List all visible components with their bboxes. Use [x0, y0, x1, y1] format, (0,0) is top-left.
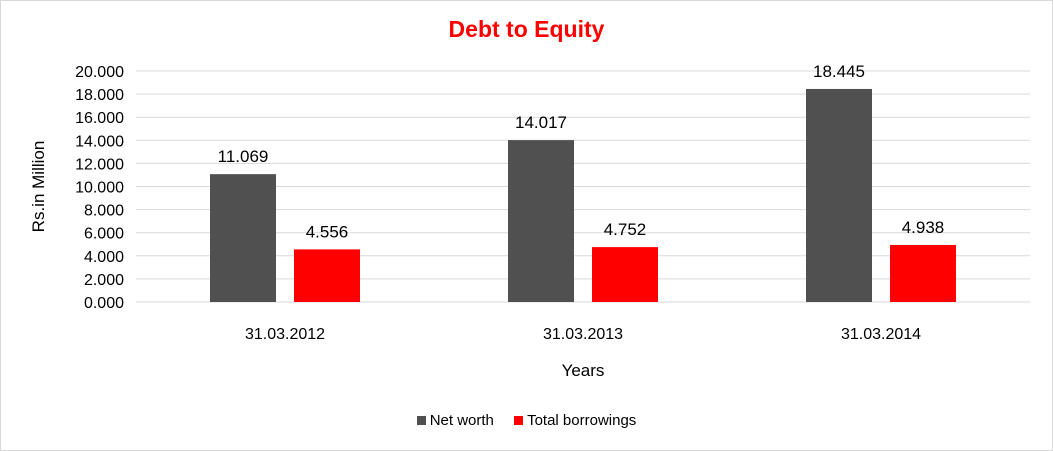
data-label: 14.017: [515, 113, 567, 132]
y-axis-title: Rs.in Million: [29, 141, 48, 233]
y-tick-label: 20.000: [75, 64, 124, 81]
bar: [294, 249, 360, 302]
y-tick-label: 6.000: [84, 226, 124, 243]
legend-swatch-total-borrowings: [514, 416, 524, 425]
legend-item-net-worth: Net worth: [416, 412, 494, 429]
bar: [508, 140, 574, 302]
bar: [890, 244, 956, 302]
legend: Net worth Total borrowings: [0, 412, 1053, 429]
y-tick-label: 8.000: [84, 203, 124, 220]
bar: [210, 174, 276, 302]
bar: [806, 88, 872, 302]
x-axis-title: Years: [562, 361, 605, 380]
x-tick-label: 31.03.2014: [841, 326, 921, 343]
data-label: 4.938: [902, 218, 945, 237]
y-tick-label: 12.000: [75, 156, 124, 173]
legend-label-total-borrowings: Total borrowings: [527, 412, 637, 429]
x-tick-label: 31.03.2012: [245, 326, 325, 343]
legend-label-net-worth: Net worth: [429, 412, 494, 429]
y-tick-label: 0.000: [84, 295, 124, 312]
legend-swatch-net-worth: [416, 416, 426, 425]
chart-title: Debt to Equity: [448, 16, 605, 42]
data-label: 18.445: [813, 62, 865, 81]
y-tick-label: 4.000: [84, 249, 124, 266]
bar: [592, 247, 658, 302]
y-tick-label: 18.000: [75, 87, 124, 104]
y-tick-label: 2.000: [84, 272, 124, 289]
y-tick-label: 16.000: [75, 110, 124, 127]
data-label: 11.069: [218, 147, 269, 166]
x-tick-label: 31.03.2013: [543, 326, 623, 343]
data-label: 4.752: [604, 220, 647, 239]
y-tick-label: 10.000: [75, 180, 124, 197]
data-label: 4.556: [306, 222, 349, 241]
y-tick-label: 14.000: [75, 133, 124, 150]
legend-item-total-borrowings: Total borrowings: [514, 412, 636, 429]
